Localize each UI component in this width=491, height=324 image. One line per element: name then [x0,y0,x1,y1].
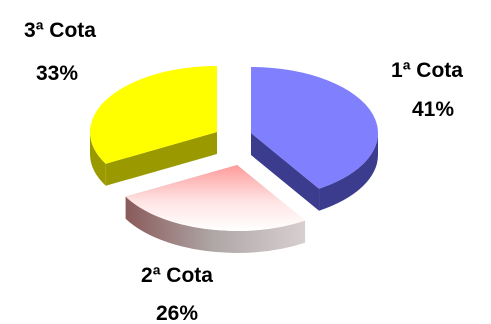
pie-slice-2 [125,165,306,253]
pie-slice-1-edge-2 [251,133,320,211]
pie-slice-2-side [125,196,306,253]
label-cota-3: 3ª Cota 33% [24,19,96,85]
pie-slice-1-top [251,67,379,189]
pie-slice-1 [251,67,379,211]
label-cota-1: 1ª Cota 41% [391,59,463,121]
category-label-3: 3ª Cota [24,19,96,42]
pie-slices [89,66,379,253]
value-label-1: 41% [412,98,454,121]
value-label-2: 26% [156,302,198,324]
label-cota-2: 2ª Cota 26% [141,264,213,324]
pie-slice-3 [89,66,217,186]
pie-slice-3-side [90,132,106,186]
category-label-1: 1ª Cota [391,59,463,82]
pie-slice-1-side [319,133,378,211]
pie-slice-2-top [125,165,306,232]
value-label-3: 33% [36,62,78,85]
category-label-2: 2ª Cota [141,264,213,287]
pie-slice-3-top [89,66,217,164]
pie-slice-3-edge-1 [105,132,217,186]
